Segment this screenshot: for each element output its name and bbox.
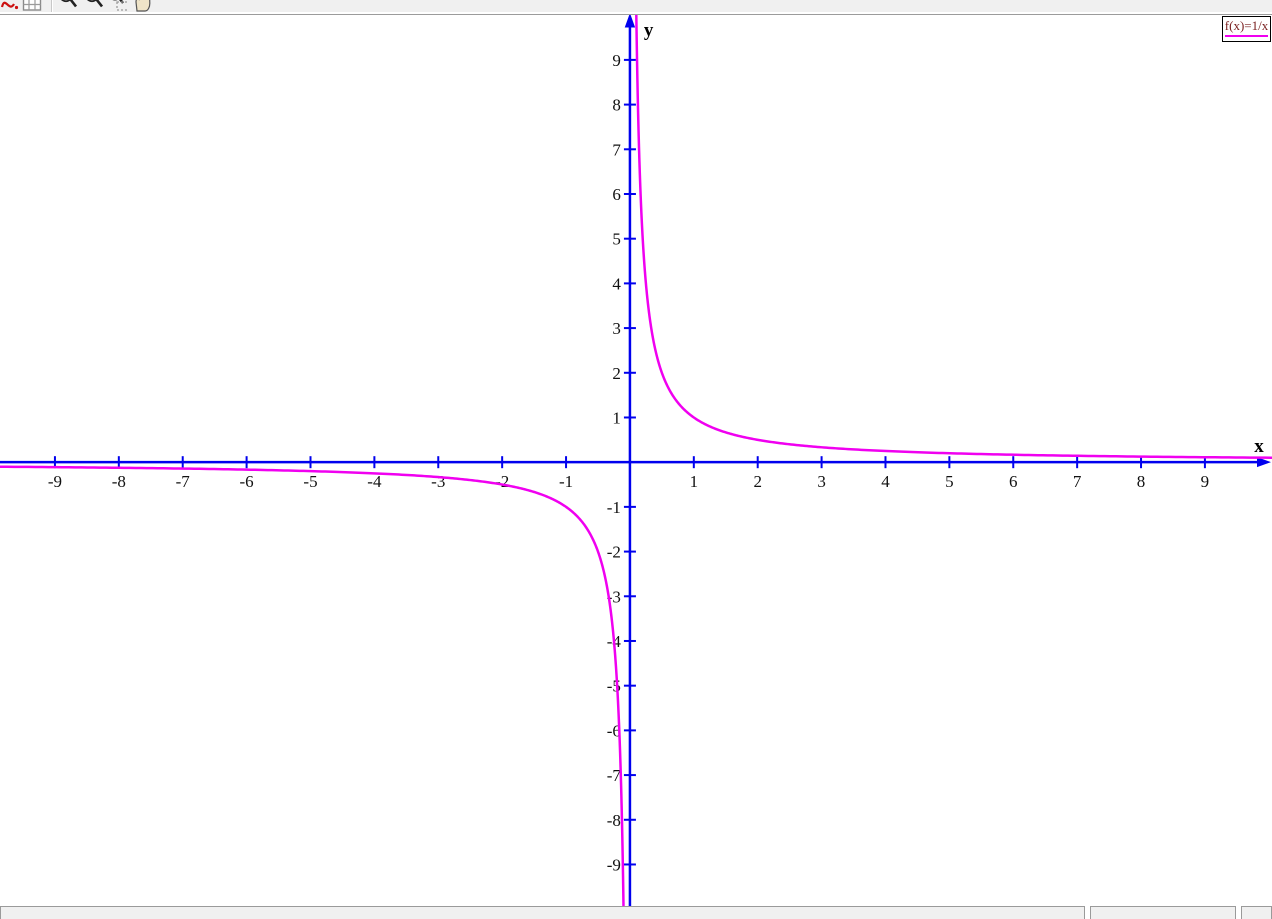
legend-line-sample [1225, 35, 1268, 37]
zoom-in-icon[interactable] [57, 0, 77, 12]
zoom-out-icon[interactable] [83, 0, 103, 12]
x-tick-label-9: 9 [1201, 472, 1210, 491]
y-tick-label-9: 9 [612, 51, 621, 70]
status-panel-extra [1241, 906, 1272, 919]
x-tick-label--4: -4 [367, 472, 382, 491]
status-panel-coords [1090, 906, 1236, 919]
y-axis-label: y [644, 20, 654, 41]
legend-function-label: f(x)=1/x [1224, 18, 1269, 33]
y-tick-label--9: -9 [607, 855, 621, 874]
status-panel-main [0, 906, 1085, 919]
y-tick-label--5: -5 [607, 677, 621, 696]
curve-negative-branch [0, 465, 625, 906]
y-tick-label-4: 4 [612, 274, 621, 293]
x-tick-label--9: -9 [48, 472, 62, 491]
legend[interactable]: f(x)=1/x [1222, 16, 1271, 42]
grid-icon[interactable] [22, 0, 42, 12]
x-tick-label-4: 4 [881, 472, 890, 491]
y-tick-label--7: -7 [607, 766, 622, 785]
toolbar-divider [0, 13, 1272, 15]
y-tick-label--6: -6 [607, 721, 621, 740]
x-tick-label--5: -5 [303, 472, 317, 491]
y-tick-label-3: 3 [612, 319, 621, 338]
y-tick-label-2: 2 [612, 364, 621, 383]
toolbar-separator [51, 0, 53, 12]
y-tick-label-7: 7 [612, 140, 621, 159]
y-axis-arrow [624, 13, 636, 28]
x-tick-label-2: 2 [753, 472, 762, 491]
x-axis-label: x [1254, 436, 1264, 457]
x-tick-label--2: -2 [495, 472, 509, 491]
x-tick-label--6: -6 [240, 472, 254, 491]
x-tick-label-1: 1 [690, 472, 699, 491]
y-tick-label--2: -2 [607, 543, 621, 562]
y-tick-label-6: 6 [612, 185, 621, 204]
zoom-window-icon[interactable] [107, 0, 127, 12]
x-tick-label--3: -3 [431, 472, 445, 491]
y-tick-label--1: -1 [607, 498, 621, 517]
x-tick-label--7: -7 [176, 472, 191, 491]
x-tick-label--8: -8 [112, 472, 126, 491]
y-tick-label--8: -8 [607, 811, 621, 830]
x-tick-label-7: 7 [1073, 472, 1082, 491]
x-axis-arrow [1257, 457, 1271, 468]
function-plot-icon[interactable] [0, 0, 20, 12]
y-tick-label-1: 1 [612, 408, 621, 427]
x-tick-label-8: 8 [1137, 472, 1146, 491]
x-tick-label-5: 5 [945, 472, 954, 491]
x-tick-label-3: 3 [817, 472, 826, 491]
toolbar [0, 0, 1272, 12]
y-tick-label-8: 8 [612, 96, 621, 115]
status-bar [0, 906, 1272, 919]
x-tick-label-6: 6 [1009, 472, 1018, 491]
curve-positive-branch [635, 15, 1272, 459]
y-tick-label-5: 5 [612, 230, 621, 249]
x-tick-label--1: -1 [559, 472, 573, 491]
pan-hand-icon[interactable] [131, 0, 151, 12]
